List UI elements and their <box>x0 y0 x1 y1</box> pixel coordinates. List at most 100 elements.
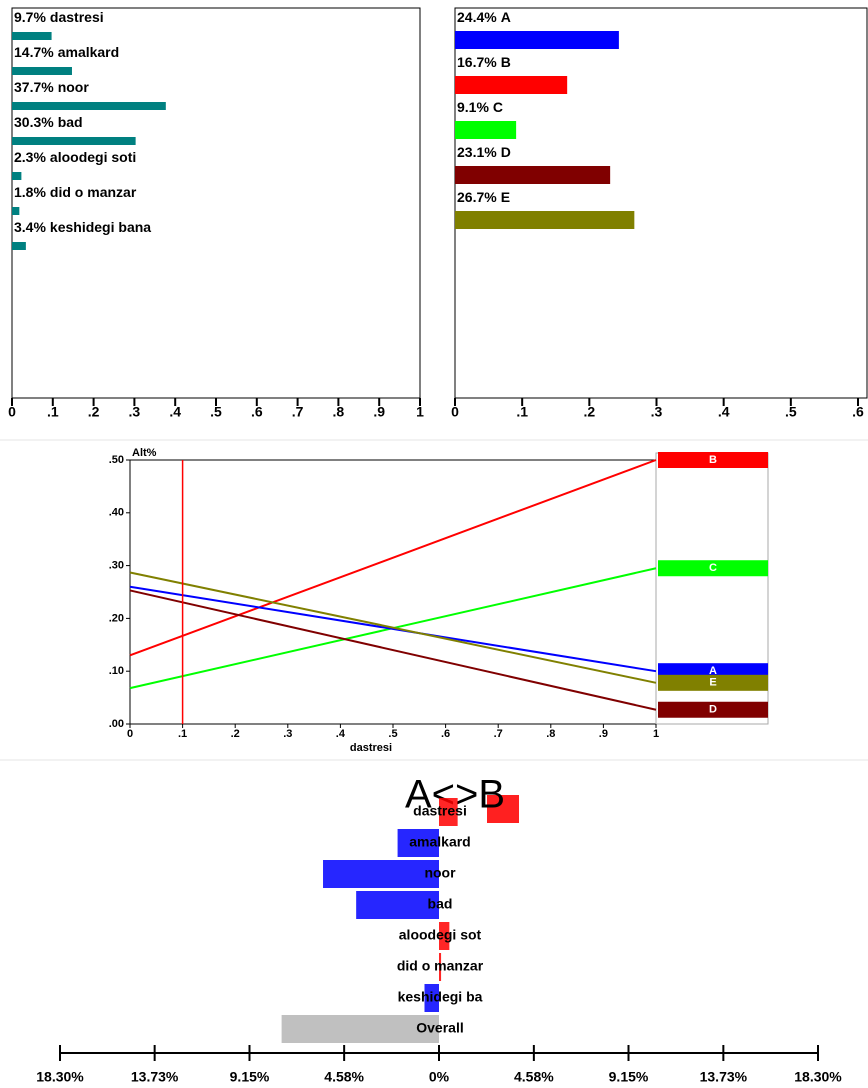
x-tick-label: .2 <box>88 404 100 420</box>
value-label: 9.1% <box>457 99 489 115</box>
bar <box>12 67 72 75</box>
x-tick-label: 0 <box>127 728 133 740</box>
plot-frame <box>12 8 420 398</box>
x-tick-label: .5 <box>210 404 222 420</box>
bar-label: 9.7%dastresi <box>14 9 104 25</box>
value-label: 23.1% <box>457 144 497 160</box>
x-tick-label: .1 <box>516 404 528 420</box>
x-tick-label: .4 <box>336 728 346 740</box>
bar-label: 1.8%did o manzar <box>14 184 137 200</box>
x-tick-label: .1 <box>178 728 187 740</box>
category-label: keshidegi bana <box>50 219 151 235</box>
bar-label: 14.7%amalkard <box>14 44 119 60</box>
x-tick-label: .3 <box>283 728 292 740</box>
bar-label: keshidegi ba <box>398 989 483 1005</box>
page: {"chart_data": [ {"type": "bar", "orient… <box>0 0 868 1088</box>
x-tick-label: .9 <box>373 404 385 420</box>
plot-frame <box>455 8 867 398</box>
value-label: 3.4% <box>14 219 46 235</box>
x-tick-label: .5 <box>388 728 397 740</box>
bar-label: 3.4%keshidegi bana <box>14 219 151 235</box>
category-label: bad <box>58 114 83 130</box>
x-tick-label: 13.73% <box>131 1069 179 1085</box>
bar-label: amalkard <box>409 834 470 850</box>
bar <box>12 207 19 215</box>
bar <box>12 137 136 145</box>
value-label: 16.7% <box>457 54 497 70</box>
legend-label: B <box>709 454 717 466</box>
x-tick-label: .5 <box>785 404 797 420</box>
screen: 9.7%dastresi14.7%amalkard37.7%noor30.3%b… <box>0 0 868 1088</box>
y-axis-label: Alt% <box>132 447 157 459</box>
x-tick-label: 0 <box>451 404 459 420</box>
value-label: 30.3% <box>14 114 54 130</box>
x-tick-label: 0 <box>8 404 16 420</box>
y-tick-label: .40 <box>109 507 124 519</box>
bar-label: 26.7%E <box>457 189 510 205</box>
category-label: did o manzar <box>50 184 137 200</box>
x-tick-label: 9.15% <box>230 1069 270 1085</box>
category-label: B <box>501 54 511 70</box>
bar <box>12 172 21 180</box>
category-label: D <box>501 144 511 160</box>
x-tick-label: 18.30% <box>36 1069 84 1085</box>
value-label: 2.3% <box>14 149 46 165</box>
bar <box>455 166 610 184</box>
category-label: E <box>501 189 510 205</box>
bar-label: 9.1%C <box>457 99 503 115</box>
x-axis-label: dastresi <box>350 742 392 754</box>
category-label: A <box>501 9 511 25</box>
value-label: 14.7% <box>14 44 54 60</box>
x-tick-label: .4 <box>718 404 730 420</box>
x-tick-label: .8 <box>546 728 555 740</box>
y-tick-label: .20 <box>109 612 124 624</box>
x-tick-label: 9.15% <box>609 1069 649 1085</box>
x-tick-label: .9 <box>599 728 608 740</box>
y-tick-label: .50 <box>109 454 124 466</box>
bar <box>455 211 634 229</box>
bar-label: 24.4%A <box>457 9 511 25</box>
legend-label: C <box>709 562 717 574</box>
x-tick-label: 1 <box>416 404 424 420</box>
value-label: 26.7% <box>457 189 497 205</box>
x-tick-label: 18.30% <box>794 1069 842 1085</box>
bar-label: aloodegi sot <box>399 927 482 943</box>
bar <box>323 860 439 888</box>
bar <box>12 32 52 40</box>
x-tick-label: 4.58% <box>514 1069 554 1085</box>
category-label: aloodegi soti <box>50 149 136 165</box>
x-tick-label: 13.73% <box>700 1069 748 1085</box>
x-tick-label: 4.58% <box>324 1069 364 1085</box>
category-label: dastresi <box>50 9 104 25</box>
bar <box>12 242 26 250</box>
bar-label: 2.3%aloodegi soti <box>14 149 136 165</box>
x-tick-label: .7 <box>292 404 304 420</box>
category-label: noor <box>58 79 90 95</box>
y-tick-label: .00 <box>109 718 124 730</box>
x-tick-label: .3 <box>651 404 663 420</box>
bar-label: Overall <box>416 1020 463 1036</box>
value-label: 24.4% <box>457 9 497 25</box>
x-tick-label: .1 <box>47 404 59 420</box>
y-tick-label: .30 <box>109 560 124 572</box>
plot-frame <box>130 460 656 724</box>
value-label: 1.8% <box>14 184 46 200</box>
bar-label: 37.7%noor <box>14 79 89 95</box>
x-tick-label: .6 <box>251 404 263 420</box>
x-tick-label: .6 <box>852 404 864 420</box>
x-tick-label: .8 <box>333 404 345 420</box>
bar-label: dastresi <box>413 803 467 819</box>
x-tick-label: .6 <box>441 728 450 740</box>
category-label: C <box>493 99 503 115</box>
value-label: 9.7% <box>14 9 46 25</box>
bar <box>455 76 567 94</box>
x-tick-label: .3 <box>129 404 141 420</box>
x-tick-label: .4 <box>169 404 181 420</box>
bar <box>12 102 166 110</box>
bar-label: 16.7%B <box>457 54 511 70</box>
bar <box>455 31 619 49</box>
legend-label: D <box>709 704 717 716</box>
value-label: 37.7% <box>14 79 54 95</box>
y-tick-label: .10 <box>109 665 124 677</box>
x-tick-label: .2 <box>583 404 595 420</box>
